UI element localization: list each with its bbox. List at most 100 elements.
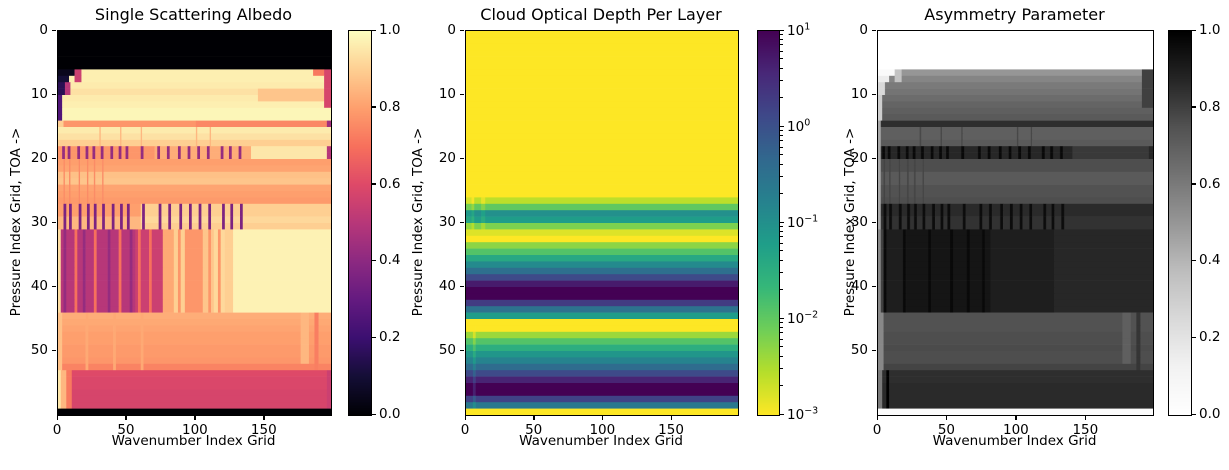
y-tick-mark — [52, 349, 56, 351]
colorbar-minor-tick-mark — [780, 67, 783, 69]
y-tick-mark — [460, 93, 464, 95]
colorbar-tick-label: 0.6 — [1199, 175, 1221, 192]
x-axis-label-1: Wavenumber Index Grid — [111, 433, 276, 449]
colorbar-minor-tick-mark — [780, 38, 783, 40]
y-tick-mark — [460, 221, 464, 223]
y-tick-mark — [52, 93, 56, 95]
colorbar-tick-mark — [780, 125, 784, 127]
colorbar-minor-tick-mark — [780, 236, 783, 238]
y-tick-mark — [460, 285, 464, 287]
colorbar-minor-tick-mark — [780, 288, 783, 290]
colorbar-minor-tick-mark — [780, 44, 783, 46]
y-tick-label: 40 — [30, 278, 48, 294]
x-tick-mark — [194, 416, 196, 420]
y-tick-label: 30 — [30, 214, 48, 230]
colorbar-minor-tick-mark — [780, 259, 783, 261]
colorbar-tick-mark — [780, 221, 784, 223]
colorbar-tick-mark — [372, 336, 376, 339]
colorbar-tick-label: 0.6 — [379, 175, 401, 192]
y-tick-label: 30 — [438, 214, 456, 230]
colorbar-minor-tick-mark — [780, 250, 783, 252]
colorbar-tick-label: 101 — [787, 21, 811, 39]
colorbar-minor-tick-mark — [780, 332, 783, 334]
colorbar-tick-mark — [780, 413, 784, 415]
colorbar-minor-tick-mark — [780, 384, 783, 386]
colorbar-minor-tick-mark — [780, 58, 783, 60]
y-tick-label: 50 — [30, 342, 48, 358]
colorbar-tick-mark — [372, 413, 376, 415]
y-tick-label: 20 — [438, 150, 456, 166]
colorbar-minor-tick-mark — [780, 175, 783, 177]
colorbar-tick-label: 0.2 — [1199, 329, 1221, 346]
colorbar-canvas-single-scattering-albedo — [349, 31, 371, 415]
colorbar-minor-tick-mark — [780, 50, 783, 52]
colorbar-minor-tick-mark — [780, 355, 783, 357]
panel-title-single-scattering-albedo: Single Scattering Albedo — [94, 5, 293, 24]
colorbar-minor-tick-mark — [780, 163, 783, 165]
y-tick-mark — [872, 221, 876, 223]
colorbar-tick-label: 1.0 — [379, 22, 401, 38]
x-tick-mark — [263, 416, 265, 420]
x-tick-mark — [125, 416, 127, 420]
y-tick-mark — [872, 349, 876, 351]
y-tick-label: 20 — [850, 150, 868, 166]
colorbar-single-scattering-albedo — [348, 30, 372, 416]
panel-title-cloud-optical-depth: Cloud Optical Depth Per Layer — [480, 5, 722, 24]
y-tick-mark — [872, 93, 876, 95]
colorbar-minor-tick-mark — [780, 33, 783, 35]
colorbar-tick-mark — [372, 259, 376, 262]
y-tick-mark — [52, 285, 56, 287]
y-tick-mark — [460, 29, 464, 31]
colorbar-minor-tick-mark — [780, 242, 783, 244]
heatmap-axes-single-scattering-albedo — [57, 30, 332, 416]
x-tick-label: 150 — [250, 422, 277, 438]
colorbar-tick-mark — [372, 29, 376, 31]
colorbar-minor-tick-mark — [780, 154, 783, 156]
y-tick-label: 50 — [438, 342, 456, 358]
colorbar-tick-mark — [1192, 106, 1196, 108]
y-tick-mark — [872, 29, 876, 31]
y-tick-label: 50 — [850, 342, 868, 358]
colorbar-minor-tick-mark — [780, 96, 783, 98]
x-tick-label: 150 — [658, 422, 684, 438]
colorbar-tick-label: 0.4 — [1199, 252, 1221, 269]
y-tick-mark — [872, 285, 876, 287]
colorbar-canvas-cloud-optical-depth — [758, 31, 779, 415]
colorbar-tick-label: 0.2 — [379, 329, 401, 346]
y-tick-label: 30 — [850, 214, 868, 230]
colorbar-tick-label: 0.8 — [379, 98, 401, 115]
colorbar-minor-tick-mark — [780, 146, 783, 148]
colorbar-tick-label: 0.0 — [379, 406, 401, 422]
x-axis-label-3: Wavenumber Index Grid — [932, 433, 1097, 449]
heatmap-canvas-cloud-optical-depth — [466, 31, 738, 415]
colorbar-tick-mark — [1192, 259, 1196, 262]
colorbar-tick-mark — [780, 29, 784, 31]
colorbar-minor-tick-mark — [780, 367, 783, 369]
heatmap-canvas-single-scattering-albedo — [58, 31, 331, 415]
y-tick-label: 10 — [30, 86, 48, 102]
x-tick-mark — [1084, 416, 1087, 420]
colorbar-minor-tick-mark — [780, 326, 783, 328]
colorbar-tick-label: 10−1 — [787, 213, 819, 231]
x-tick-label: 100 — [181, 422, 208, 438]
colorbar-tick-mark — [1192, 183, 1196, 185]
y-tick-label: 40 — [850, 278, 868, 294]
y-tick-label: 0 — [859, 22, 868, 38]
x-tick-mark — [876, 416, 878, 420]
colorbar-minor-tick-mark — [780, 338, 783, 340]
x-tick-label: 0 — [460, 422, 470, 438]
y-tick-mark — [52, 157, 56, 159]
x-tick-label: 0 — [872, 422, 882, 438]
colorbar-tick-label: 10−2 — [787, 309, 819, 327]
y-tick-mark — [52, 29, 56, 31]
x-tick-mark — [601, 416, 604, 420]
y-tick-label: 40 — [438, 278, 456, 294]
colorbar-minor-tick-mark — [780, 140, 783, 142]
heatmap-canvas-asymmetry-parameter — [878, 31, 1153, 415]
y-tick-mark — [460, 349, 464, 351]
x-tick-mark — [533, 416, 535, 420]
x-tick-label: 50 — [937, 422, 956, 438]
panel-title-asymmetry-parameter: Asymmetry Parameter — [924, 5, 1105, 24]
x-tick-label: 150 — [1072, 422, 1099, 438]
